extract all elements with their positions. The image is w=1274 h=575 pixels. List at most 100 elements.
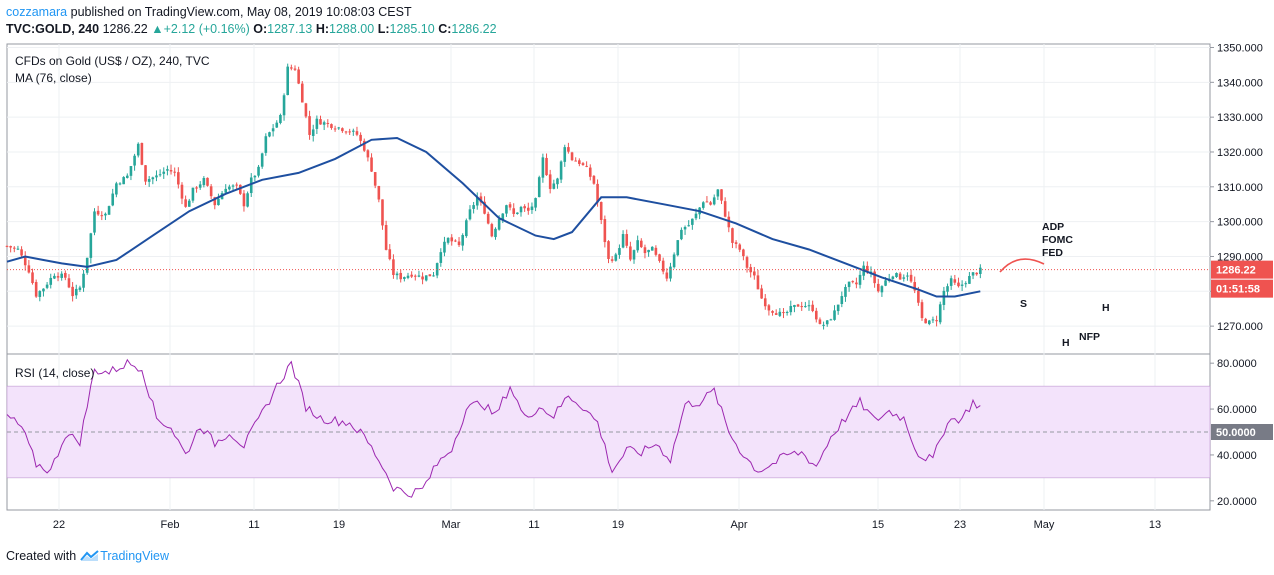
candle-body [778,311,782,316]
candle-body [523,206,526,209]
candle-body [56,276,60,278]
rsi-line [6,358,981,498]
candle-body [384,225,388,250]
candle-body [242,193,246,207]
candle-body [975,272,978,275]
x-tick-label: May [1034,519,1055,531]
candle-body [946,286,949,292]
candle-body [968,276,971,284]
candle-body [377,186,381,200]
candle-body [395,273,399,276]
candle-body [249,177,253,194]
low-label: L: [377,22,390,36]
candle-body [621,234,625,248]
candle-body [126,175,129,178]
candle-body [180,184,184,199]
ma-line [6,136,981,298]
rsi-legend: RSI (14, close) [15,366,94,380]
candle-body [271,128,275,132]
candle-body [198,184,202,188]
candle-body [552,183,556,189]
candle-body [796,304,800,307]
candle-body [31,272,34,284]
author-link[interactable]: cozzamara [6,5,68,19]
high-label: H: [315,22,330,36]
candle-body [785,311,789,313]
candle-body [300,83,304,103]
annotation-head: H [1062,337,1070,349]
candle-body [231,185,235,187]
candle-body [286,66,289,96]
candle-body [709,202,712,205]
candle-body [268,132,271,137]
candle-body [213,197,217,206]
candle-body [935,320,938,322]
candle-body [800,306,804,308]
candle-body [403,277,406,279]
candle-body [319,119,322,125]
candle-body [187,200,191,207]
candle-body [406,275,410,278]
candle-body [85,257,89,273]
rsi-mid-badge [1211,424,1273,440]
candle-body [836,304,840,312]
candle-body [556,178,559,185]
candle-body [687,225,690,227]
candle-body [27,265,31,273]
price-tick-label: 1330.000 [1217,112,1263,124]
x-tick-label: 11 [248,519,259,531]
candle-body [53,275,56,279]
candle-body [483,201,486,214]
candle-body [734,242,738,244]
candle-body [158,174,162,176]
candle-body [275,122,279,128]
candle-body [472,205,475,209]
tradingview-brand[interactable]: TradingView [80,549,169,563]
up-arrow-icon: ▲ [151,22,164,36]
candle-body [326,122,330,124]
open-value: 1287.13 [267,22,313,36]
candle-body [104,213,107,216]
candle-body [519,206,523,213]
candle-body [304,103,308,117]
x-tick-label: 13 [1149,519,1161,531]
candle-body [424,275,428,281]
candle-body [122,177,125,185]
candle-body [949,278,953,286]
candle-body [184,199,187,207]
candle-body [38,291,42,297]
candle-body [804,306,807,308]
axes-layer: 22Feb1119Mar1119Apr1523May131270.0001280… [53,42,1273,531]
candle-body [362,140,366,151]
last-price-badge-text: 1286.22 [1216,265,1256,277]
x-tick-label: 22 [53,519,65,531]
candle-body [217,198,220,206]
candle-body [352,130,355,132]
candle-body [355,131,359,135]
candle-body [133,155,136,166]
candle-body [942,290,946,305]
candle-body [760,288,763,299]
candle-body [592,175,596,184]
candle-body [847,281,851,288]
annotation-fed: FED [1042,247,1063,259]
last-price-badge [1211,260,1273,279]
candle-body [829,319,833,321]
candle-body [548,174,552,189]
published-text: published on TradingView.com, May 08, 20… [70,5,412,19]
candle-body [202,178,206,186]
candle-body [814,310,818,320]
high-value: 1288.00 [329,22,375,36]
candle-body [115,183,118,195]
candle-body [140,143,144,165]
candle-body [337,127,341,129]
candle-body [257,166,260,176]
candle-body [753,271,756,276]
candle-body [632,250,636,260]
candle-body [672,254,676,268]
candle-body [34,282,38,297]
candle-body [807,305,811,307]
candle-body [701,202,705,208]
candle-body [537,177,541,198]
